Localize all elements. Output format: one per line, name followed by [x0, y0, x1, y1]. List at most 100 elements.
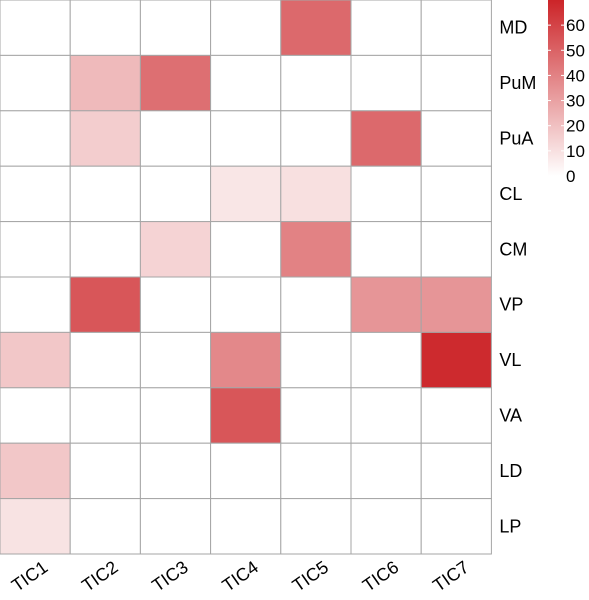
heatmap-cell-PuM-TIC3 — [139, 54, 212, 112]
heatmap-cell-CL-TIC6 — [350, 165, 422, 223]
column-label-TIC2: TIC2 — [78, 557, 121, 596]
heatmap-cell-VL-TIC4 — [210, 331, 282, 389]
heatmap-cell-CL-TIC4 — [210, 165, 282, 223]
heatmap-cell-VL-TIC2 — [69, 331, 141, 389]
heatmap-cell-VL-TIC6 — [350, 331, 422, 389]
heatmap-cell-VL-TIC5 — [280, 331, 352, 389]
heatmap-cell-MD-TIC6 — [350, 0, 422, 56]
color-legend: 0 10 20 30 40 50 60 — [548, 0, 585, 186]
heatmap-cell-VP-TIC2 — [69, 276, 141, 333]
row-label-MD: MD — [499, 18, 527, 38]
heatmap-cell-VP-TIC4 — [210, 276, 282, 333]
column-label-TIC7: TIC7 — [429, 557, 472, 596]
heatmap-cell-CM-TIC3 — [139, 221, 212, 278]
column-label-TIC6: TIC6 — [359, 557, 402, 596]
column-label-TIC1: TIC1 — [8, 557, 51, 596]
heatmap-cell-LD-TIC3 — [139, 442, 212, 500]
column-label-TIC5: TIC5 — [289, 557, 332, 596]
row-label-CL: CL — [499, 184, 522, 204]
heatmap-cell-VL-TIC3 — [139, 331, 212, 389]
heatmap-cell-CL-TIC1 — [0, 165, 71, 223]
heatmap-cell-PuA-TIC5 — [280, 110, 352, 167]
row-label-LP: LP — [499, 516, 521, 536]
legend-label-50: 50 — [566, 41, 585, 60]
heatmap-cell-VA-TIC5 — [280, 387, 352, 444]
heatmap-cell-CL-TIC5 — [280, 165, 352, 223]
heatmap-cell-MD-TIC1 — [0, 0, 71, 56]
heatmap-cell-VP-TIC5 — [280, 276, 352, 333]
heatmap-cell-MD-TIC7 — [420, 0, 492, 56]
heatmap-cell-CL-TIC7 — [420, 165, 492, 223]
legend-label-40: 40 — [566, 66, 585, 85]
column-labels: TIC1 TIC2 TIC3 TIC4 TIC5 TIC6 TIC7 — [8, 557, 473, 596]
legend-label-20: 20 — [566, 117, 585, 136]
heatmap-cell-CM-TIC4 — [210, 221, 282, 278]
heatmap-cell-VA-TIC3 — [139, 387, 212, 444]
heatmap-cell-MD-TIC4 — [210, 0, 282, 56]
heatmap-cell-VP-TIC3 — [139, 276, 212, 333]
heatmap-cell-CL-TIC2 — [69, 165, 141, 223]
heatmap-cell-VL-TIC7 — [420, 331, 492, 389]
heatmap-cell-CM-TIC5 — [280, 221, 352, 278]
heatmap-cell-VA-TIC1 — [0, 387, 71, 444]
heatmap-cell-PuM-TIC6 — [350, 54, 422, 112]
row-label-VP: VP — [499, 295, 523, 315]
heatmap-cell-LD-TIC2 — [69, 442, 141, 500]
legend-colorbar — [548, 0, 564, 176]
heatmap-cell-MD-TIC3 — [139, 0, 212, 56]
heatmap-cell-CM-TIC6 — [350, 221, 422, 278]
heatmap-cell-LD-TIC4 — [210, 442, 282, 500]
heatmap-cell-VA-TIC6 — [350, 387, 422, 444]
row-label-CM: CM — [499, 239, 527, 259]
heatmap-cell-MD-TIC2 — [69, 0, 141, 56]
heatmap-cell-MD-TIC5 — [280, 0, 352, 56]
heatmap-cell-LP-TIC4 — [210, 498, 282, 555]
column-label-TIC4: TIC4 — [219, 557, 262, 596]
row-label-PuM: PuM — [499, 73, 536, 93]
heatmap-cell-LD-TIC1 — [0, 442, 71, 500]
heatmap-cell-LP-TIC3 — [139, 498, 212, 555]
column-label-TIC3: TIC3 — [148, 557, 191, 596]
heatmap-cell-CL-TIC3 — [139, 165, 212, 223]
heatmap-cell-PuA-TIC6 — [350, 110, 422, 167]
heatmap-cell-VA-TIC2 — [69, 387, 141, 444]
heatmap-cell-CM-TIC1 — [0, 221, 71, 278]
heatmap-cell-CM-TIC7 — [420, 221, 492, 278]
heatmap-cell-VL-TIC1 — [0, 331, 71, 389]
heatmap-cell-PuM-TIC1 — [0, 54, 71, 112]
heatmap-cell-VA-TIC4 — [210, 387, 282, 444]
heatmap-cells — [0, 0, 492, 555]
heatmap-cell-LP-TIC6 — [350, 498, 422, 555]
heatmap-cell-VP-TIC1 — [0, 276, 71, 333]
heatmap-cell-PuM-TIC2 — [69, 54, 141, 112]
heatmap-cell-LP-TIC7 — [420, 498, 492, 555]
heatmap-cell-LD-TIC6 — [350, 442, 422, 500]
heatmap-cell-LD-TIC5 — [280, 442, 352, 500]
heatmap-cell-VP-TIC7 — [420, 276, 492, 333]
heatmap-cell-PuA-TIC1 — [0, 110, 71, 167]
legend-label-0: 0 — [566, 167, 575, 186]
heatmap-cell-PuM-TIC7 — [420, 54, 492, 112]
heatmap-cell-LP-TIC2 — [69, 498, 141, 555]
heatmap-cell-LD-TIC7 — [420, 442, 492, 500]
legend-label-30: 30 — [566, 92, 585, 111]
heatmap-cell-LP-TIC5 — [280, 498, 352, 555]
legend-label-10: 10 — [566, 142, 585, 161]
heatmap-cell-VA-TIC7 — [420, 387, 492, 444]
heatmap-cell-PuA-TIC7 — [420, 110, 492, 167]
heatmap-cell-CM-TIC2 — [69, 221, 141, 278]
heatmap-cell-PuM-TIC4 — [210, 54, 282, 112]
heatmap-cell-PuA-TIC3 — [139, 110, 212, 167]
row-label-LD: LD — [499, 461, 522, 481]
heatmap-cell-PuA-TIC2 — [69, 110, 141, 167]
heatmap-cell-PuA-TIC4 — [210, 110, 282, 167]
row-label-VL: VL — [499, 350, 521, 370]
heatmap-cell-PuM-TIC5 — [280, 54, 352, 112]
heatmap-cell-VP-TIC6 — [350, 276, 422, 333]
legend-label-60: 60 — [566, 16, 585, 35]
row-label-PuA: PuA — [499, 129, 533, 149]
row-labels: MD PuM PuA CL CM VP VL VA LD LP — [499, 18, 536, 537]
heatmap-cell-LP-TIC1 — [0, 498, 71, 555]
row-label-VA: VA — [499, 406, 522, 426]
